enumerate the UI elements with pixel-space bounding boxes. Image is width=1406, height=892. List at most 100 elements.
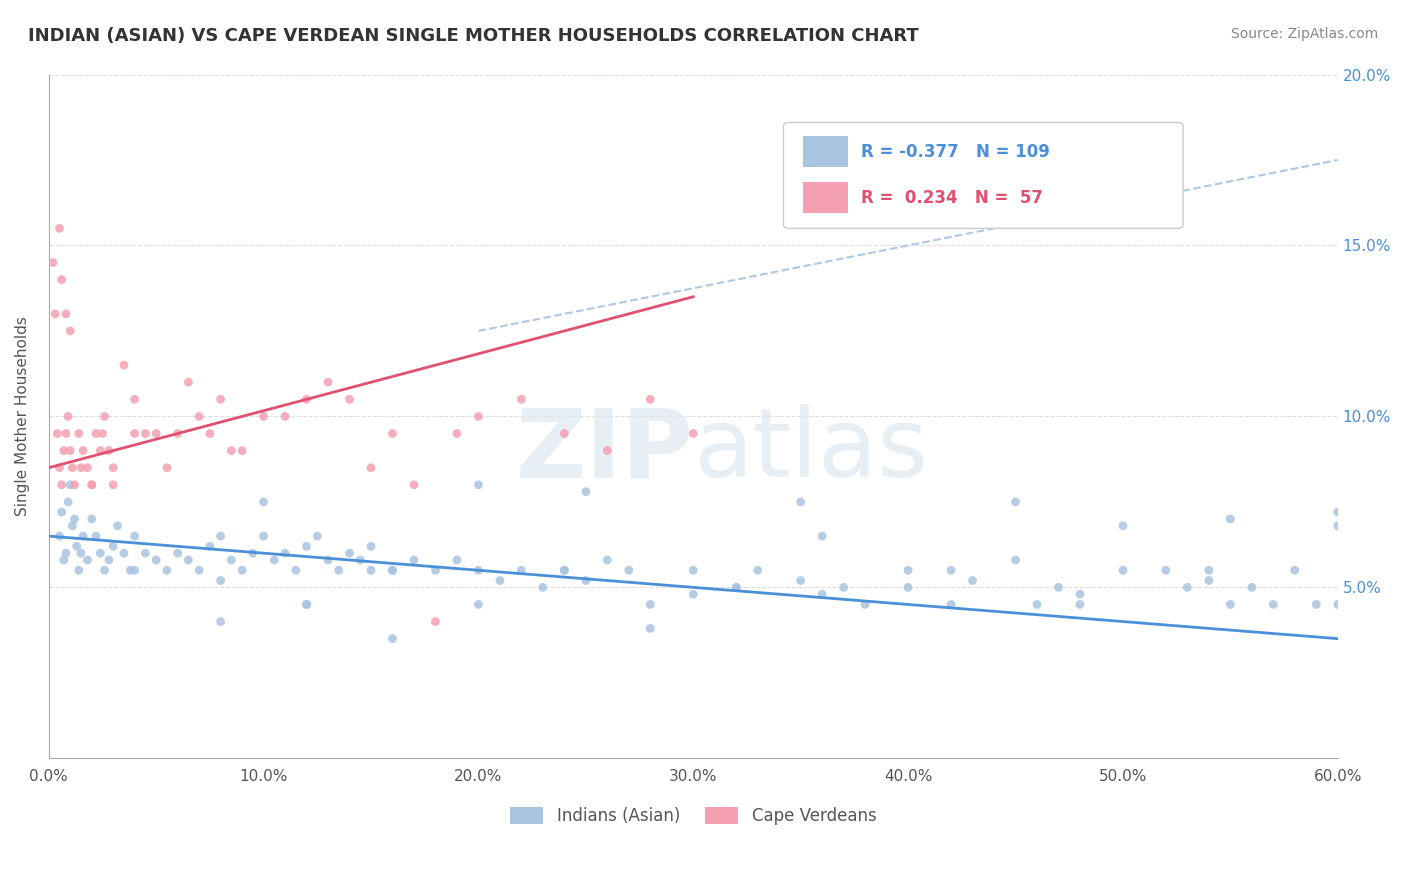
Point	[467, 409, 489, 424]
Point	[231, 563, 253, 577]
Point	[446, 426, 468, 441]
Point	[274, 546, 297, 560]
Point	[63, 512, 86, 526]
Point	[832, 580, 855, 594]
Point	[59, 477, 82, 491]
Point	[1263, 598, 1285, 612]
Point	[145, 553, 167, 567]
Point	[1112, 518, 1135, 533]
Point	[467, 563, 489, 577]
Point	[575, 484, 598, 499]
Point	[107, 518, 129, 533]
Point	[124, 529, 146, 543]
Point	[962, 574, 984, 588]
Point	[682, 563, 704, 577]
Point	[242, 546, 264, 560]
Point	[56, 409, 79, 424]
Point	[209, 615, 232, 629]
Point	[134, 546, 156, 560]
FancyBboxPatch shape	[803, 182, 848, 212]
Point	[59, 324, 82, 338]
Point	[46, 426, 69, 441]
Point	[134, 426, 156, 441]
Point	[209, 529, 232, 543]
Point	[725, 580, 748, 594]
Point	[510, 563, 533, 577]
Point	[1004, 553, 1026, 567]
Point	[339, 392, 361, 407]
Point	[198, 539, 221, 553]
Text: Source: ZipAtlas.com: Source: ZipAtlas.com	[1230, 27, 1378, 41]
Point	[640, 598, 662, 612]
Point	[640, 392, 662, 407]
Point	[72, 443, 94, 458]
Point	[349, 553, 371, 567]
Point	[725, 580, 748, 594]
Point	[252, 409, 274, 424]
Legend: Indians (Asian), Cape Verdeans: Indians (Asian), Cape Verdeans	[503, 800, 883, 832]
Point	[381, 426, 404, 441]
Point	[70, 546, 93, 560]
FancyBboxPatch shape	[803, 136, 848, 167]
Point	[80, 512, 103, 526]
Point	[316, 376, 339, 390]
Point	[1326, 518, 1348, 533]
Point	[295, 598, 318, 612]
Point	[60, 460, 83, 475]
Point	[939, 598, 962, 612]
Point	[67, 426, 90, 441]
Point	[1112, 563, 1135, 577]
Point	[1284, 563, 1306, 577]
Point	[1004, 495, 1026, 509]
Point	[575, 574, 598, 588]
Point	[510, 392, 533, 407]
Point	[51, 477, 73, 491]
Point	[252, 529, 274, 543]
Point	[274, 409, 297, 424]
Point	[1326, 505, 1348, 519]
Point	[76, 553, 98, 567]
Point	[897, 580, 920, 594]
Point	[97, 553, 120, 567]
Point	[252, 495, 274, 509]
Point	[209, 392, 232, 407]
Point	[59, 443, 82, 458]
Point	[489, 574, 512, 588]
Point	[48, 221, 70, 235]
Point	[1305, 598, 1327, 612]
Point	[80, 477, 103, 491]
Point	[328, 563, 350, 577]
Point	[682, 426, 704, 441]
Point	[166, 426, 188, 441]
Point	[56, 495, 79, 509]
Point	[120, 563, 142, 577]
Point	[156, 563, 179, 577]
Point	[295, 598, 318, 612]
Point	[52, 553, 75, 567]
Point	[1047, 580, 1070, 594]
Point	[316, 553, 339, 567]
Point	[1219, 512, 1241, 526]
Text: R = -0.377   N = 109: R = -0.377 N = 109	[860, 143, 1050, 161]
Point	[51, 273, 73, 287]
Point	[145, 426, 167, 441]
Point	[1069, 587, 1091, 601]
Point	[1326, 598, 1348, 612]
Point	[221, 443, 243, 458]
Point	[72, 529, 94, 543]
Point	[402, 477, 425, 491]
Point	[48, 460, 70, 475]
Point	[55, 307, 77, 321]
Point	[93, 409, 115, 424]
Text: atlas: atlas	[693, 404, 928, 497]
Point	[402, 553, 425, 567]
Point	[307, 529, 329, 543]
Point	[360, 563, 382, 577]
Point	[553, 563, 575, 577]
Point	[853, 598, 876, 612]
Point	[360, 460, 382, 475]
Point	[55, 546, 77, 560]
Point	[1198, 563, 1220, 577]
Point	[209, 574, 232, 588]
Point	[198, 426, 221, 441]
